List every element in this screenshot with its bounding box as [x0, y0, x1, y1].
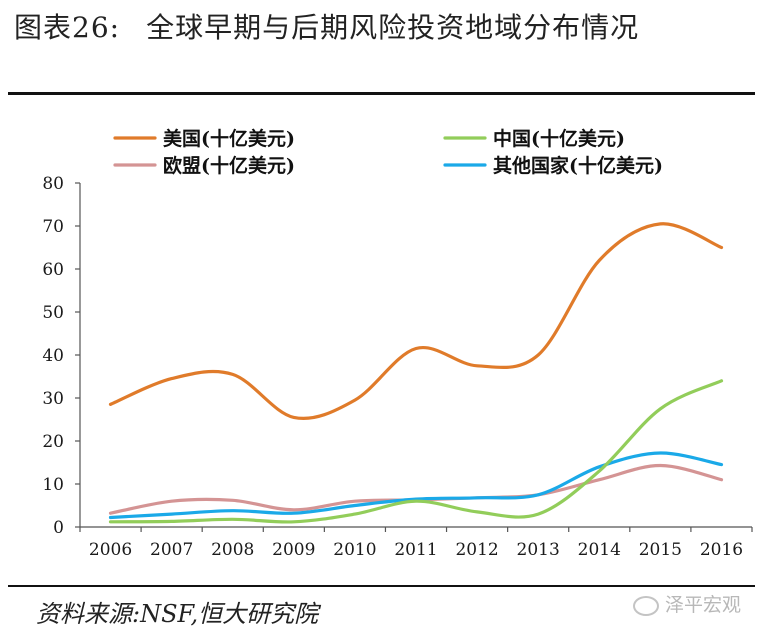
figure-title: 图表26: 全球早期与后期风险投资地域分布情况 [14, 6, 639, 46]
x-tick-label: 2014 [578, 540, 621, 560]
x-tick-label: 2007 [150, 540, 193, 560]
y-tick-label: 40 [42, 346, 64, 366]
x-tick-label: 2013 [517, 540, 560, 560]
series-line-0 [108, 222, 724, 420]
top-rule [8, 92, 755, 95]
figure-title-text: 全球早期与后期风险投资地域分布情况 [146, 11, 640, 44]
x-tick-label: 2006 [89, 540, 132, 560]
y-tick-label: 50 [42, 303, 64, 323]
x-tick-label: 2009 [272, 540, 315, 560]
chart-axes: 0 10 20 30 40 50 60 70 80 2006 2007 2008 2009 2010 201… [42, 174, 753, 560]
x-tick-label: 2012 [455, 540, 498, 560]
figure-label: 图表26: [14, 11, 121, 44]
series-line-2 [108, 463, 724, 515]
x-tick-label: 2010 [333, 540, 376, 560]
bottom-rule [8, 585, 755, 587]
legend-label: 其他国家(十亿美元) [493, 154, 663, 177]
watermark-text: 泽平宏观 [664, 594, 741, 616]
legend-label: 欧盟(十亿美元) [163, 154, 295, 177]
legend-label: 美国(十亿美元) [163, 127, 295, 150]
x-tick-label: 2015 [639, 540, 682, 560]
chart-legend: 美国(十亿美元) 中国(十亿美元) 欧盟(十亿美元) 其他国家(十亿美元) [113, 127, 663, 177]
x-tick-label: 2011 [394, 540, 437, 560]
wechat-icon [632, 595, 659, 616]
x-tick-label: 2008 [211, 540, 254, 560]
y-tick-label: 20 [42, 432, 64, 452]
series-line-1 [108, 379, 724, 524]
y-tick-label: 0 [53, 518, 64, 538]
y-tick-label: 70 [42, 217, 64, 237]
y-tick-label: 60 [42, 260, 64, 280]
source-note: 资料来源:NSF,恒大研究院 [36, 600, 319, 628]
legend-label: 中国(十亿美元) [493, 127, 625, 150]
y-tick-label: 30 [42, 389, 64, 409]
series-line-3 [108, 451, 724, 520]
x-tick-label: 2016 [700, 540, 743, 560]
y-tick-label: 80 [42, 174, 64, 194]
chart-lines [108, 222, 724, 524]
watermark: 泽平宏观 [632, 590, 741, 617]
y-tick-label: 10 [42, 475, 64, 495]
